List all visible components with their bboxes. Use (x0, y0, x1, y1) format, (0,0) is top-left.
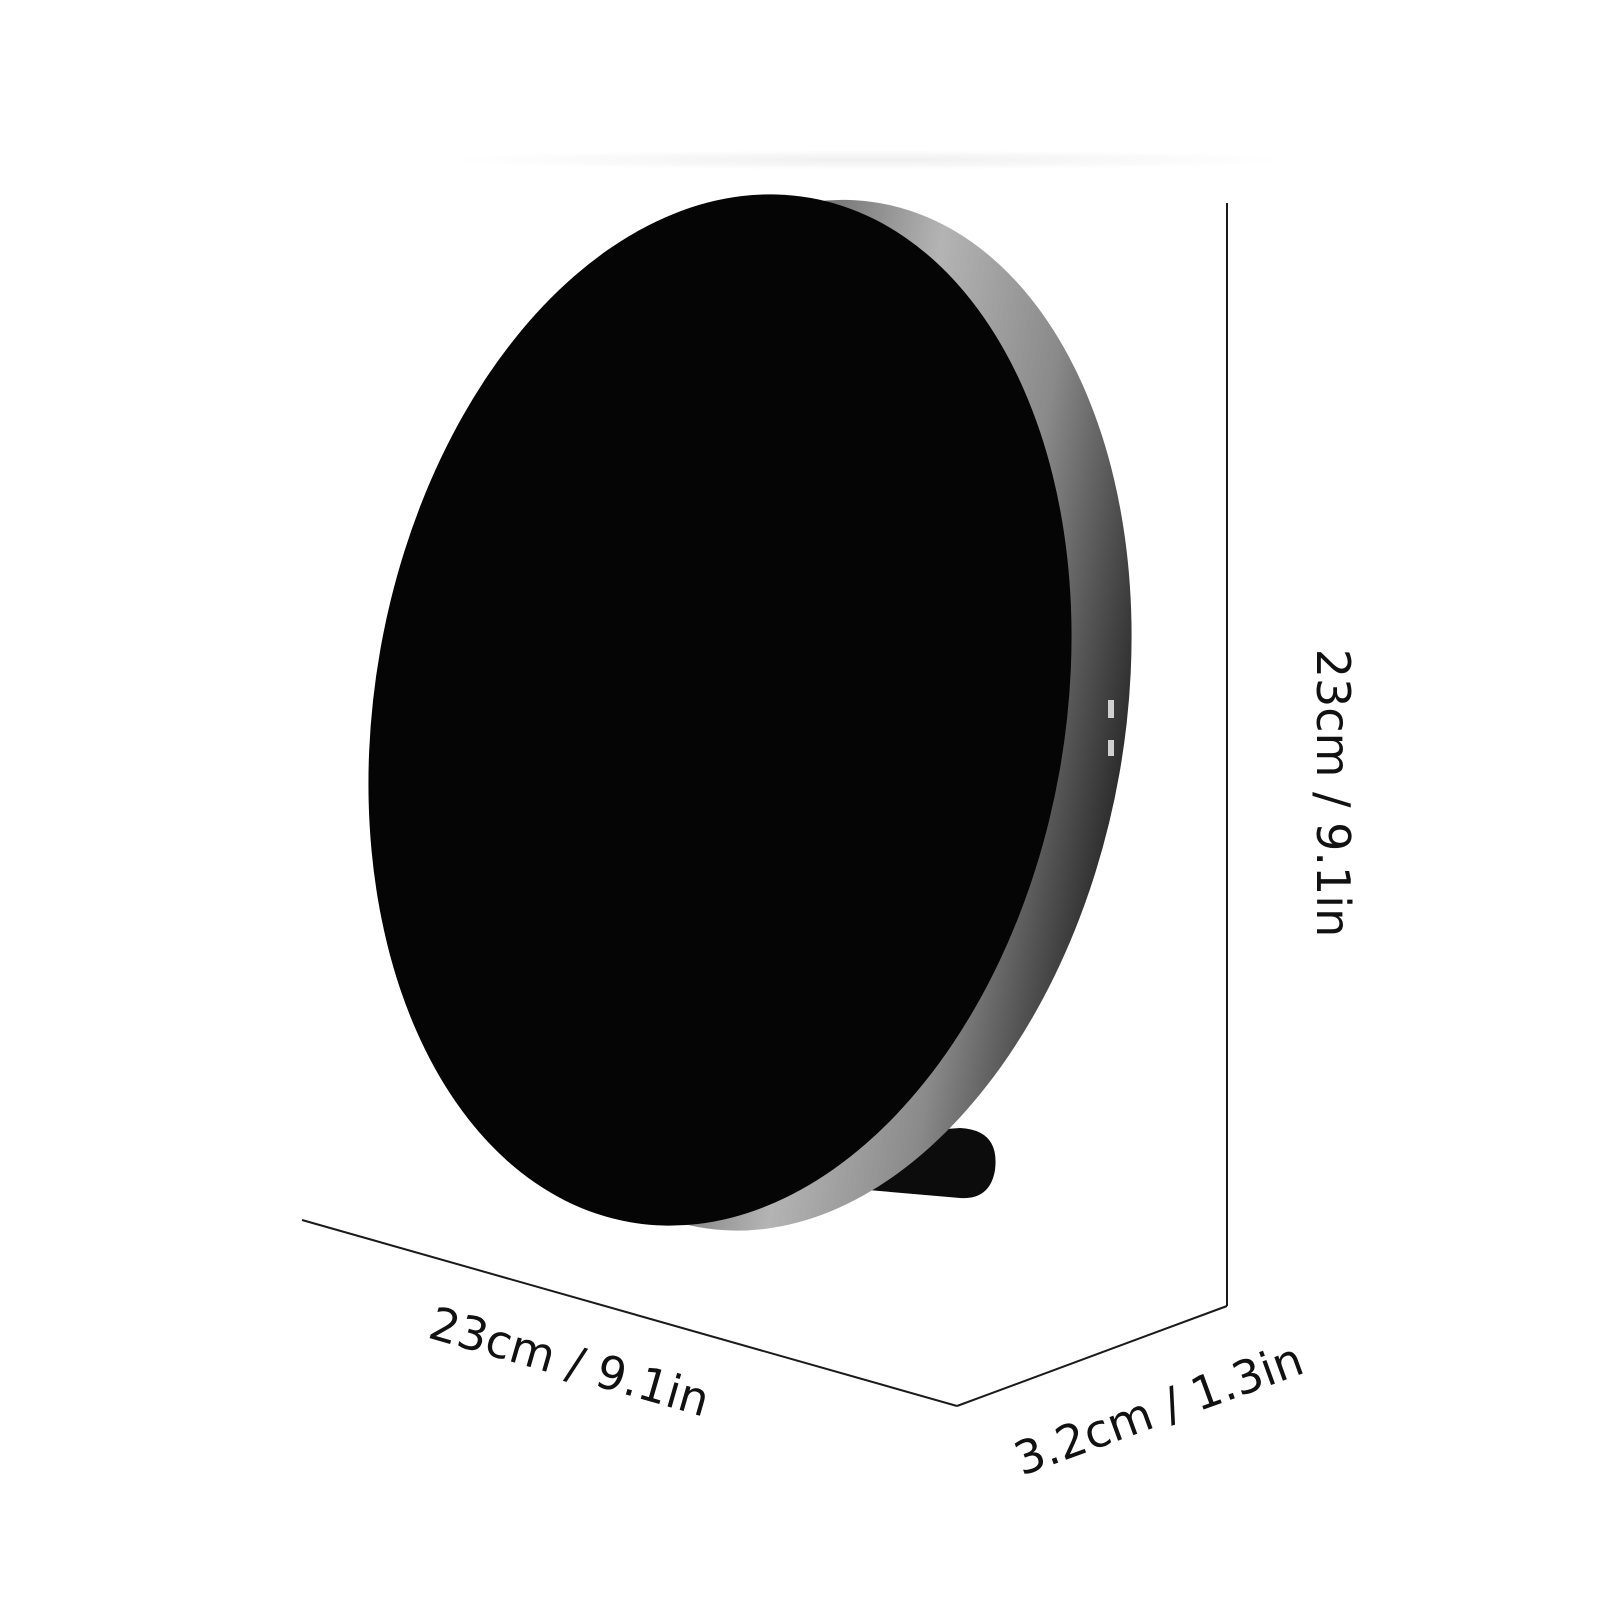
width-dimension-line (301, 1219, 958, 1407)
depth-dimension-line (956, 1305, 1228, 1407)
rim-notch-lower (1108, 740, 1114, 756)
disc-face (368, 194, 1072, 1226)
depth-label: 3.2cm / 1.3in (1007, 1332, 1310, 1486)
top-shadow (450, 150, 1290, 170)
height-label: 23cm / 9.1in (1306, 649, 1360, 937)
rim-notch-upper (1108, 700, 1114, 718)
width-label: 23cm / 9.1in (423, 1296, 715, 1427)
